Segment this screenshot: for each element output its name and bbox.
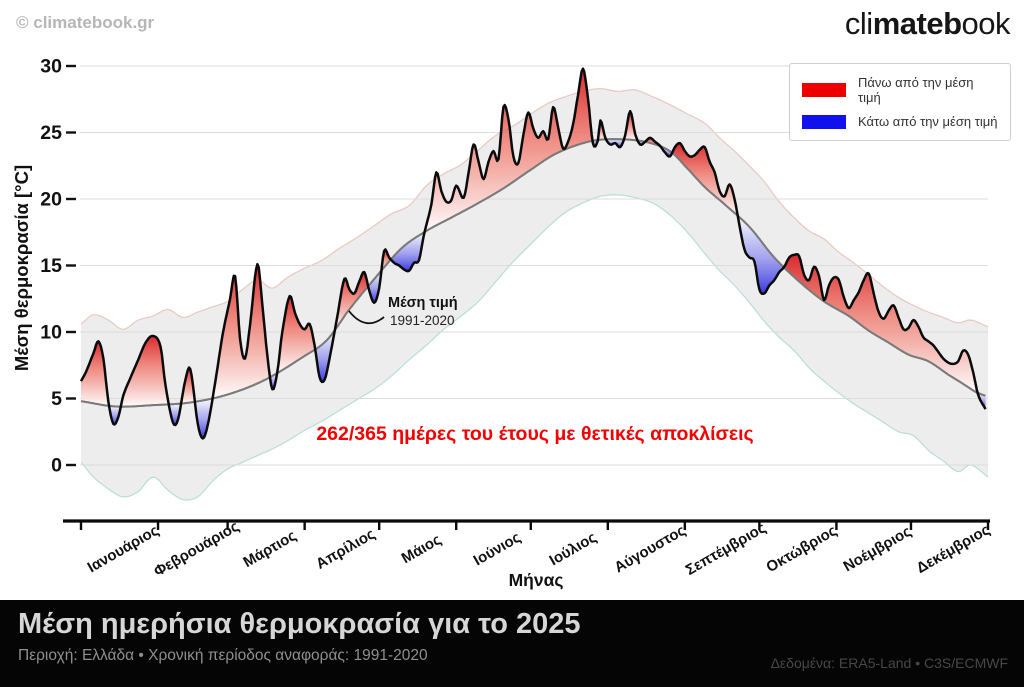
y-tick-label: 15	[40, 255, 62, 277]
month-label: Σεπτέμβριος	[683, 519, 769, 579]
chart-title: Μέση ημερήσια θερμοκρασία για το 2025	[18, 608, 581, 640]
above-mean-fill	[120, 336, 169, 407]
chart-subtitle: Περιοχή: Ελλάδα • Χρονική περίοδος αναφο…	[18, 647, 428, 664]
month-label: Ιούλιος	[546, 529, 599, 570]
month-label: Φεβρουάριος	[151, 518, 242, 581]
month-label: Νοέμβριος	[840, 523, 914, 576]
month-label: Μάρτιος	[240, 527, 299, 571]
y-tick-label: 5	[51, 388, 62, 410]
legend-swatch-above	[802, 83, 846, 97]
y-tick-label: 10	[40, 322, 62, 344]
above-mean-fill	[783, 254, 978, 393]
legend-label-above: Πάνω από την μέση τιμή	[858, 75, 974, 105]
legend-swatch-below	[802, 114, 846, 129]
month-label: Μάιος	[399, 531, 445, 567]
temperature-chart: 0 5 10 15 20 25 30 ΙανουάριοςΦεβρουάριοςΜάρτιο…	[40, 56, 993, 591]
legend-row-below: Κάτω από την μέση τιμή	[802, 114, 998, 129]
month-label: Απρίλιος	[313, 525, 378, 572]
temp-2025-line	[79, 67, 987, 440]
mean-annotation-period: 1991-2020	[390, 313, 455, 328]
month-label: Ιανουάριος	[85, 522, 162, 576]
month-label: Αύγουστος	[611, 522, 688, 576]
annotation-arrow	[348, 310, 385, 325]
below-mean-fill	[315, 330, 335, 382]
mean-annotation-title: Μέση τιμή	[388, 295, 458, 311]
temperature-lines	[79, 67, 987, 440]
mean-line	[80, 138, 986, 408]
y-axis-label: Μέση θερμοκρασία [°C]	[11, 164, 32, 372]
legend-label-below: Κάτω από την μέση τιμή	[858, 114, 998, 129]
month-label: Οκτώβριος	[763, 522, 840, 576]
month-label: Δεκέμβριος	[914, 521, 993, 577]
y-tick-label: 20	[40, 189, 62, 211]
below-mean-fill	[737, 215, 784, 294]
climatebook-logo: climatebook	[844, 6, 1011, 42]
above-mean-fill	[277, 296, 316, 374]
y-tick-label: 30	[40, 56, 62, 78]
above-mean-fill	[212, 264, 270, 399]
y-tick-label: 25	[40, 122, 62, 144]
month-label: Ιούνιος	[471, 529, 524, 570]
logo-light-suffix: ook	[961, 6, 1011, 41]
data-source: Δεδομένα: ERA5-Land • C3S/ECMWF	[770, 655, 1008, 671]
legend-row-above: Πάνω από την μέση τιμή	[802, 75, 998, 105]
logo-light-prefix: cli	[844, 6, 873, 41]
band-fill	[81, 88, 988, 501]
band-bottom-edge	[80, 194, 989, 501]
logo-bold: mateb	[872, 6, 962, 41]
above-mean-fill	[672, 143, 738, 216]
x-axis-label: Μήνας	[509, 570, 564, 590]
positive-days-stat: 262/365 ημέρες του έτους με θετικές αποκ…	[316, 423, 754, 445]
watermark: © climatebook.gr	[16, 13, 155, 32]
legend: Πάνω από την μέση τιμή Κάτω από την μέση…	[789, 63, 1011, 141]
y-tick-label: 0	[51, 455, 62, 477]
below-mean-fill	[168, 403, 182, 425]
footer-bar: Μέση ημερήσια θερμοκρασία για το 2025 Πε…	[0, 600, 1024, 687]
